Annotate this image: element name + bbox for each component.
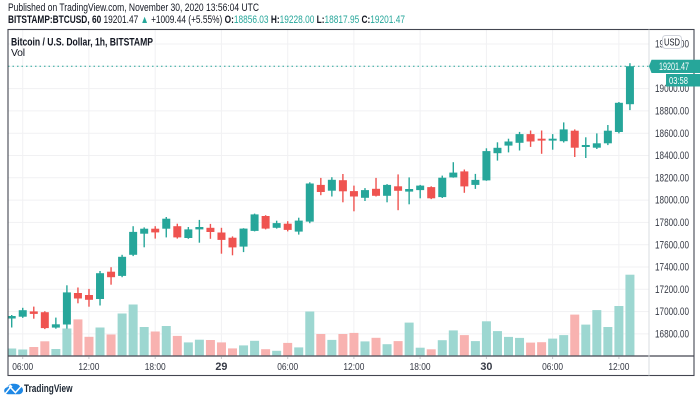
svg-text:USD: USD [664,36,680,48]
svg-text:16800.00: 16800.00 [655,329,689,341]
svg-text:06:00: 06:00 [542,362,563,373]
svg-text:17000.00: 17000.00 [655,306,689,318]
svg-text:TradingView: TradingView [24,383,73,395]
svg-text:18800.00: 18800.00 [655,106,689,118]
svg-text:17200.00: 17200.00 [655,284,689,296]
svg-text:12:00: 12:00 [78,362,99,373]
svg-text:18:00: 18:00 [410,362,431,373]
svg-text:18000.00: 18000.00 [655,195,689,207]
svg-text:06:00: 06:00 [277,362,298,373]
svg-text:19201.47: 19201.47 [659,61,689,73]
svg-text:18600.00: 18600.00 [655,128,689,140]
svg-text:03:58: 03:58 [669,75,688,87]
svg-text:BITSTAMP:BTCUSD, 60 19201.47 ▲: BITSTAMP:BTCUSD, 60 19201.47 ▲ +1009.44 … [8,14,405,26]
svg-text:17400.00: 17400.00 [655,262,689,274]
svg-text:18200.00: 18200.00 [655,172,689,184]
svg-text:29: 29 [215,361,227,373]
svg-text:Vol: Vol [11,48,25,59]
svg-text:30: 30 [480,361,492,373]
svg-text:18:00: 18:00 [145,362,166,373]
svg-text:12:00: 12:00 [608,362,629,373]
svg-text:Published on TradingView.com,: Published on TradingView.com, November 3… [8,2,259,14]
svg-text:06:00: 06:00 [12,362,33,373]
svg-text:Bitcoin / U.S. Dollar, 1h, BIT: Bitcoin / U.S. Dollar, 1h, BITSTAMP [11,37,153,49]
svg-text:17800.00: 17800.00 [655,217,689,229]
svg-text:12:00: 12:00 [343,362,364,373]
svg-text:18400.00: 18400.00 [655,150,689,162]
svg-text:17600.00: 17600.00 [655,239,689,251]
